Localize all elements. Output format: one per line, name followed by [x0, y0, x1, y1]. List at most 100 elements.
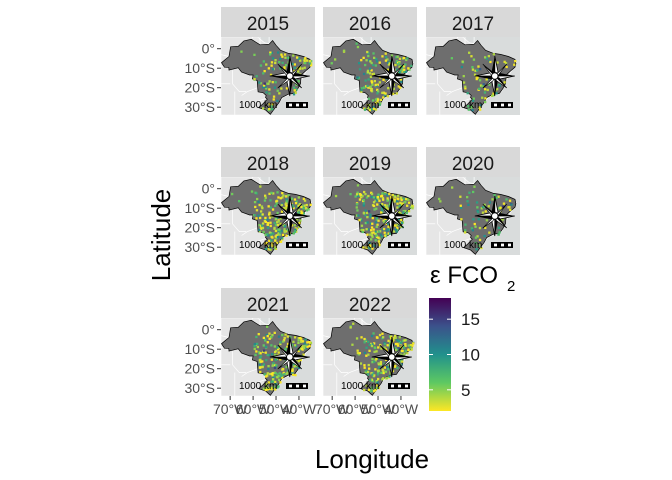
data-pixel [371, 358, 374, 361]
data-pixel [283, 66, 286, 69]
data-pixel [360, 219, 363, 222]
data-pixel [474, 69, 477, 72]
data-pixel [368, 72, 372, 75]
data-pixel [464, 223, 467, 226]
data-pixel [405, 198, 408, 201]
data-pixel [374, 239, 377, 242]
data-pixel [264, 194, 267, 197]
data-pixel [285, 234, 288, 237]
data-pixel [412, 342, 415, 345]
data-pixel [459, 195, 462, 198]
data-pixel [262, 350, 265, 353]
data-pixel [381, 332, 384, 335]
data-pixel [270, 61, 274, 64]
data-pixel [278, 61, 281, 64]
data-pixel [297, 337, 300, 340]
data-pixel [396, 366, 399, 370]
data-pixel [363, 341, 366, 344]
data-pixel [272, 232, 275, 235]
data-pixel [483, 205, 486, 209]
data-pixel [360, 196, 363, 199]
data-pixel [370, 342, 373, 346]
data-pixel [362, 204, 365, 207]
data-pixel [400, 80, 403, 83]
data-pixel [474, 242, 477, 245]
data-pixel [254, 191, 257, 194]
data-pixel [497, 195, 500, 198]
data-pixel [266, 233, 269, 236]
data-pixel [468, 191, 471, 194]
data-pixel [373, 346, 376, 349]
data-pixel [258, 361, 261, 365]
data-pixel [274, 350, 277, 354]
map-panel-2022: 2022 1000 km [323, 288, 417, 396]
data-pixel [265, 375, 268, 378]
data-pixel [483, 203, 486, 206]
data-pixel [283, 229, 286, 233]
data-pixel [274, 81, 277, 84]
country-border [353, 37, 356, 40]
data-pixel [363, 351, 366, 354]
data-pixel [388, 192, 391, 196]
data-pixel [387, 344, 391, 347]
data-pixel [472, 218, 475, 221]
data-pixel [389, 60, 392, 63]
data-pixel [274, 229, 278, 233]
data-pixel [281, 55, 284, 58]
data-pixel [407, 210, 411, 213]
scale-bar-segment [398, 243, 401, 247]
data-pixel [364, 79, 367, 82]
country-border [343, 227, 360, 236]
data-pixel [398, 61, 401, 65]
data-pixel [389, 372, 392, 375]
compass-point [387, 196, 392, 216]
data-pixel [293, 224, 296, 227]
data-pixel [284, 203, 287, 206]
scale-bar-label: 1000 km [444, 240, 482, 251]
data-pixel [392, 338, 395, 342]
data-pixel [365, 354, 368, 357]
data-pixel [397, 85, 400, 88]
data-pixel [273, 331, 276, 334]
data-pixel [366, 233, 369, 236]
data-pixel [381, 55, 384, 58]
data-pixel [369, 215, 372, 218]
data-pixel [386, 204, 389, 207]
data-pixel [509, 208, 512, 211]
data-pixel [268, 92, 271, 95]
data-pixel [394, 347, 397, 350]
data-pixel [393, 224, 396, 227]
data-pixel [276, 346, 279, 349]
data-pixel [382, 369, 385, 373]
panel-geo: 1000 km [221, 177, 312, 255]
data-pixel [485, 78, 488, 81]
data-pixel [265, 87, 268, 90]
country-border [221, 335, 230, 338]
data-pixel [262, 231, 265, 234]
country-border [426, 54, 435, 57]
data-pixel [302, 204, 305, 207]
data-pixel [394, 342, 398, 346]
data-pixel [374, 230, 377, 234]
data-pixel [371, 217, 374, 220]
data-pixel [375, 234, 378, 237]
data-pixel [483, 91, 487, 94]
data-pixel [262, 72, 265, 75]
map-panel-2018: 2018 1000 km 0° 10°S 20°S 30°S [184, 147, 315, 255]
data-pixel [464, 231, 467, 234]
data-pixel [503, 60, 506, 63]
data-pixel [269, 199, 272, 202]
x-tick-label: 70°W [213, 401, 248, 417]
data-pixel [404, 339, 407, 342]
data-pixel [409, 344, 412, 347]
data-pixel [270, 388, 273, 391]
data-pixel [411, 344, 414, 347]
data-pixel [261, 213, 264, 216]
data-pixel [383, 192, 387, 195]
data-pixel [295, 200, 298, 203]
data-pixel [379, 98, 383, 102]
data-pixel [495, 92, 498, 95]
data-pixel [279, 222, 282, 225]
data-pixel [395, 230, 398, 233]
data-pixel [296, 56, 299, 59]
